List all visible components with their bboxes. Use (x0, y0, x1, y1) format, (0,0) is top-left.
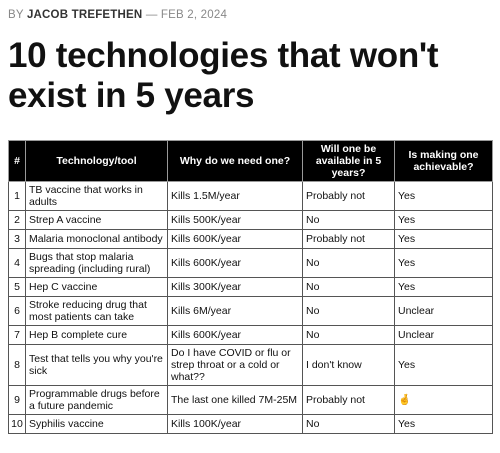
table-cell: Stroke reducing drug that most patients … (25, 296, 168, 326)
table-cell: Yes (394, 344, 493, 386)
table-cell: Probably not (302, 385, 395, 415)
table-cell: 8 (8, 344, 26, 386)
table-cell: 7 (8, 325, 26, 345)
header-cell: # (8, 140, 26, 182)
table-row: 4 Bugs that stop malaria spreading (inclu… (8, 248, 493, 278)
table-cell: No (302, 248, 395, 278)
header-cell: Is making one achievable? (394, 140, 493, 182)
table-cell: No (302, 277, 395, 297)
table-row: 7 Hep B complete cure Kills 600K/year No Unc… (8, 325, 493, 345)
table-cell: Strep A vaccine (25, 210, 168, 230)
table-cell: 10 (8, 414, 26, 434)
table-cell: No (302, 414, 395, 434)
table-cell: No (302, 325, 395, 345)
header-cell: Will one be available in 5 years? (302, 140, 395, 182)
table-cell: Kills 600K/year (167, 229, 303, 249)
header-cell: Technology/tool (25, 140, 168, 182)
table-cell: 3 (8, 229, 26, 249)
table-cell: Probably not (302, 181, 395, 211)
table-cell: Do I have COVID or flu or strep throat o… (167, 344, 303, 386)
table-row: 6 Stroke reducing drug that most patients… (8, 296, 493, 326)
table-cell: Yes (394, 181, 493, 211)
table-row: 10 Syphilis vaccine Kills 100K/year No Yes (8, 414, 493, 434)
table-cell: 🤞 (394, 385, 493, 415)
table-cell: TB vaccine that works in adults (25, 181, 168, 211)
table-cell: Yes (394, 414, 493, 434)
table-cell: Probably not (302, 229, 395, 249)
table-cell: 1 (8, 181, 26, 211)
table-cell: I don't know (302, 344, 395, 386)
table-cell: 6 (8, 296, 26, 326)
table-row: 2 Strep A vaccine Kills 500K/year No Yes (8, 210, 493, 230)
table-cell: 4 (8, 248, 26, 278)
date: FEB 2, 2024 (160, 9, 228, 21)
table: # Technology/tool Why do we need one? Will … (8, 140, 493, 434)
table-row: 9 Programmable drugs before a future pand… (8, 385, 493, 415)
table-cell: Kills 500K/year (167, 210, 303, 230)
table-cell: Kills 600K/year (167, 248, 303, 278)
table-cell: No (302, 296, 395, 326)
separator: — (145, 9, 158, 21)
table-cell: Kills 600K/year (167, 325, 303, 345)
table-cell: Kills 100K/year (167, 414, 303, 434)
table-cell: Kills 6M/year (167, 296, 303, 326)
author[interactable]: JACOB TREFETHEN (26, 9, 143, 21)
table-cell: Kills 300K/year (167, 277, 303, 297)
table-cell: Yes (394, 229, 493, 249)
table-cell: No (302, 210, 395, 230)
table-cell: Hep C vaccine (25, 277, 168, 297)
byline: BY JACOB TREFETHEN — FEB 2, 2024 (8, 9, 227, 21)
table-cell: Yes (394, 210, 493, 230)
table-cell: 2 (8, 210, 26, 230)
table-row: 3 Malaria monoclonal antibody Kills 600K/y… (8, 229, 493, 249)
table-cell: Hep B complete cure (25, 325, 168, 345)
title: 10 technologies that won't exist in 5 ye… (8, 36, 439, 115)
header-cell: Why do we need one? (167, 140, 303, 182)
table-cell: 9 (8, 385, 26, 415)
table-cell: Programmable drugs before a future pande… (25, 385, 168, 415)
table-cell: Kills 1.5M/year (167, 181, 303, 211)
table-cell: Syphilis vaccine (25, 414, 168, 434)
table-cell: Unclear (394, 296, 493, 326)
table-cell: The last one killed 7M-25M (167, 385, 303, 415)
table-cell: Malaria monoclonal antibody (25, 229, 168, 249)
table-cell: Test that tells you why you're sick (25, 344, 168, 386)
table-cell: 5 (8, 277, 26, 297)
table-cell: Yes (394, 277, 493, 297)
table-cell: Unclear (394, 325, 493, 345)
table-row: 1 TB vaccine that works in adults Kills 1.… (8, 181, 493, 211)
byline-prefix: BY (8, 9, 24, 21)
table-cell: Yes (394, 248, 493, 278)
table-row: 5 Hep C vaccine Kills 300K/year No Yes (8, 277, 493, 297)
table-cell: Bugs that stop malaria spreading (includ… (25, 248, 168, 278)
table-row: 8 Test that tells you why you're sick Do I… (8, 344, 493, 386)
header-row: # Technology/tool Why do we need one? Will … (8, 140, 493, 182)
